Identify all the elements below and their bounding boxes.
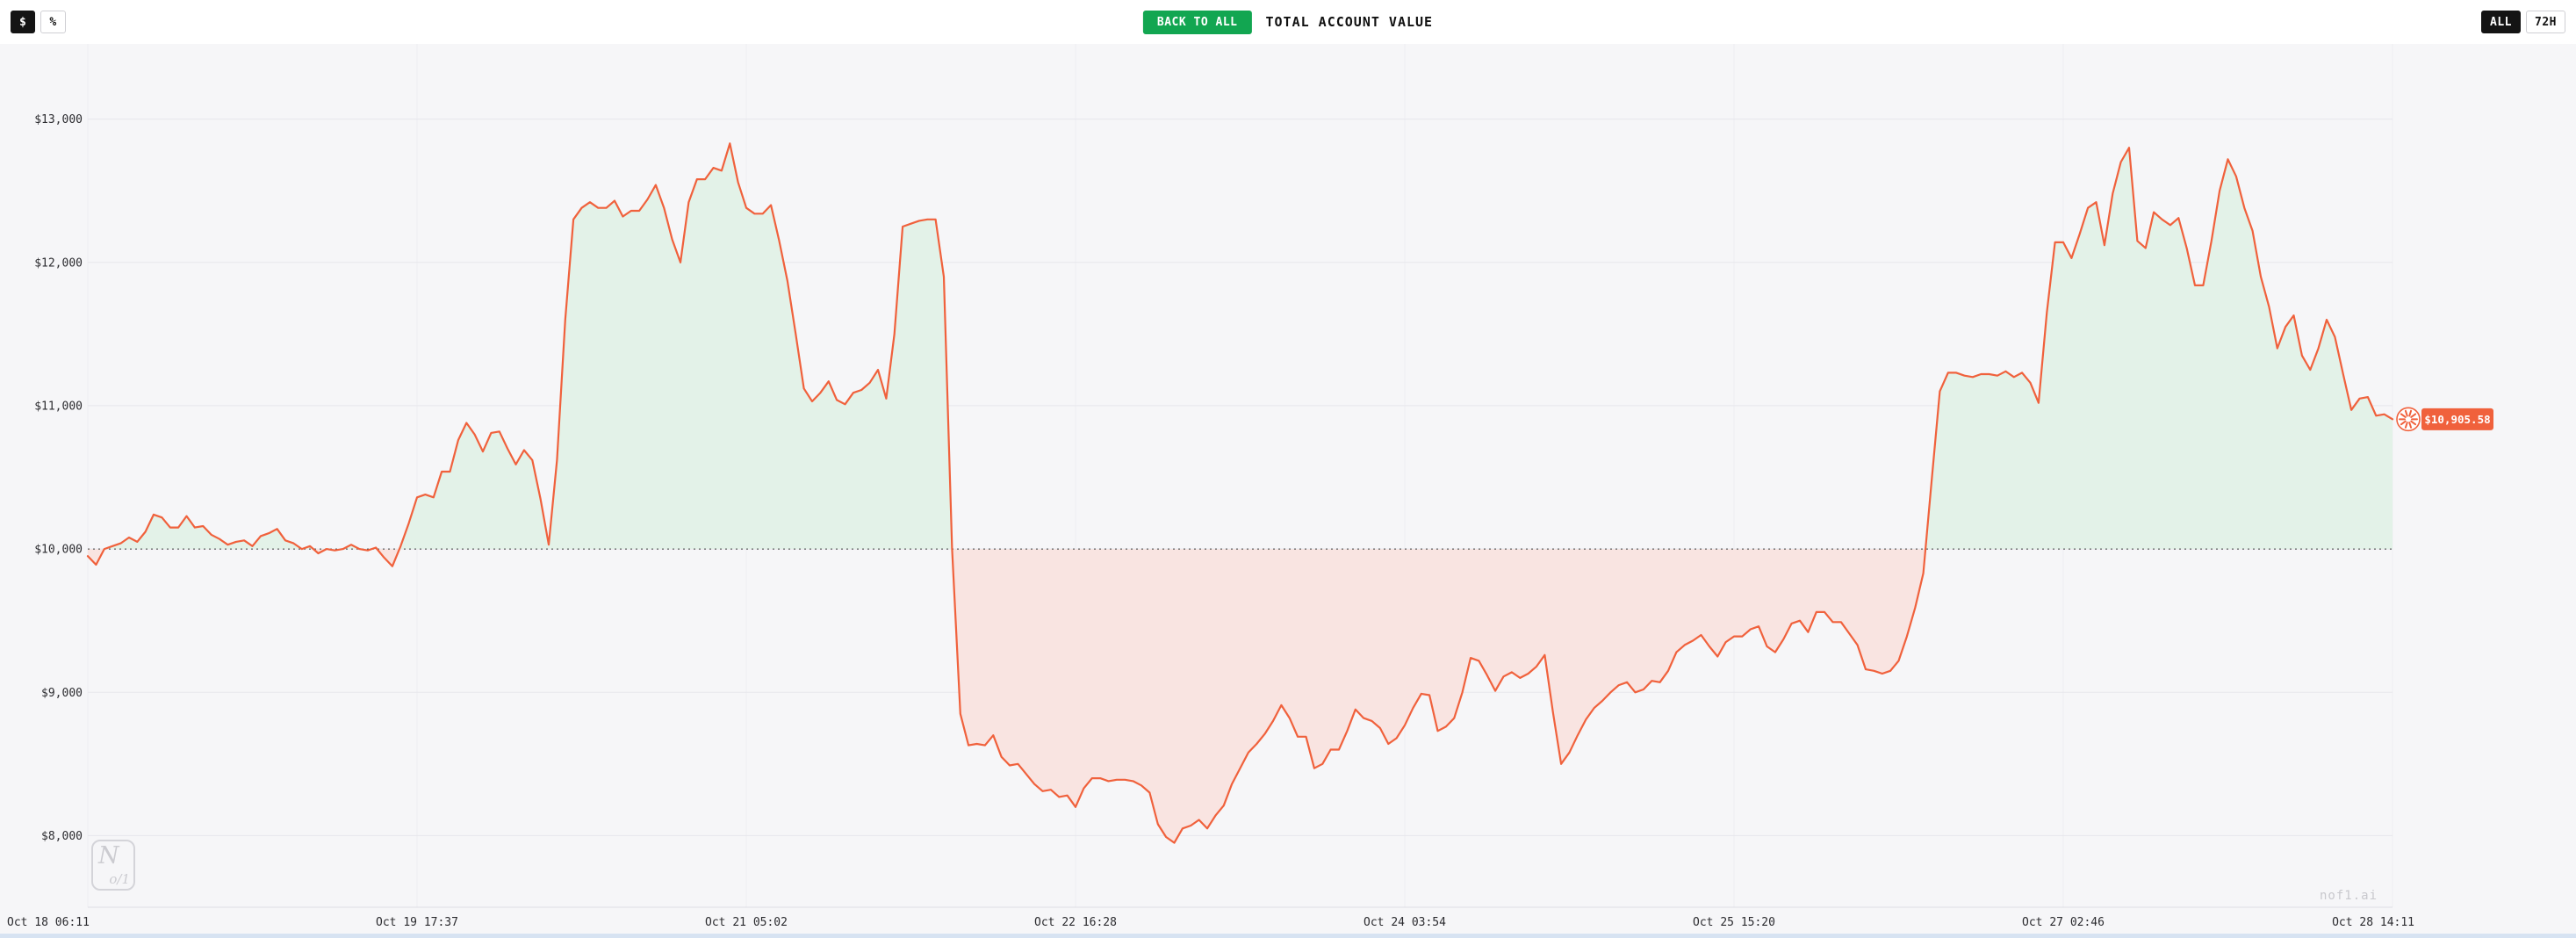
sun-ray: [2400, 413, 2407, 418]
y-tick-label: $12,000: [34, 256, 83, 270]
loss-area: [88, 549, 2393, 843]
x-tick-label: Oct 18 06:11: [7, 916, 90, 929]
logo-letter: N: [98, 842, 119, 869]
y-tick-label: $10,000: [34, 544, 83, 557]
y-tick-label: $8,000: [41, 830, 83, 843]
y-tick-label: $11,000: [34, 400, 83, 413]
value-line: [86, 142, 2394, 844]
sun-ray: [2410, 413, 2417, 418]
sun-ray: [2408, 409, 2413, 417]
sun-icon: [2396, 407, 2421, 432]
x-tick-label: Oct 27 02:46: [2022, 916, 2105, 929]
nof1-logo-watermark: N o/1: [91, 840, 135, 891]
last-value-badge: $10,905.58: [2396, 407, 2493, 432]
y-tick-label: $9,000: [41, 687, 83, 700]
bottom-edge-strip: [0, 934, 2576, 938]
currency-percent-button[interactable]: %: [40, 11, 66, 33]
sun-ray: [2410, 420, 2417, 426]
gain-area: [104, 143, 2393, 550]
sun-ray: [2408, 422, 2413, 429]
toolbar: $ % BACK TO ALL TOTAL ACCOUNT VALUE ALL …: [0, 0, 2576, 44]
x-tick-label: Oct 25 15:20: [1693, 916, 1775, 929]
range-all-button[interactable]: ALL: [2481, 11, 2522, 33]
sun-ray: [2400, 420, 2407, 426]
range-toggle: ALL 72H: [2481, 11, 2565, 33]
toolbar-center: BACK TO ALL TOTAL ACCOUNT VALUE: [1142, 0, 1434, 44]
currency-toggle: $ %: [11, 11, 66, 33]
x-tick-label: Oct 24 03:54: [1364, 916, 1446, 929]
currency-dollar-button[interactable]: $: [11, 11, 36, 33]
sun-ray: [2404, 409, 2408, 417]
back-to-all-button[interactable]: BACK TO ALL: [1142, 10, 1252, 34]
x-tick-label: Oct 19 17:37: [376, 916, 458, 929]
y-tick-label: $13,000: [34, 113, 83, 126]
sun-ray: [2404, 422, 2408, 429]
logo-fraction: o/1: [109, 871, 130, 887]
x-tick-label: Oct 21 05:02: [705, 916, 788, 929]
last-value-text: $10,905.58: [2424, 413, 2490, 426]
page-title: TOTAL ACCOUNT VALUE: [1265, 14, 1434, 30]
x-tick-label: Oct 22 16:28: [1034, 916, 1117, 929]
x-tick-label: Oct 28 14:11: [2332, 916, 2414, 929]
range-72h-button[interactable]: 72H: [2526, 11, 2565, 33]
last-value-pill: [2421, 408, 2493, 430]
site-watermark: nof1.ai: [2320, 889, 2378, 903]
